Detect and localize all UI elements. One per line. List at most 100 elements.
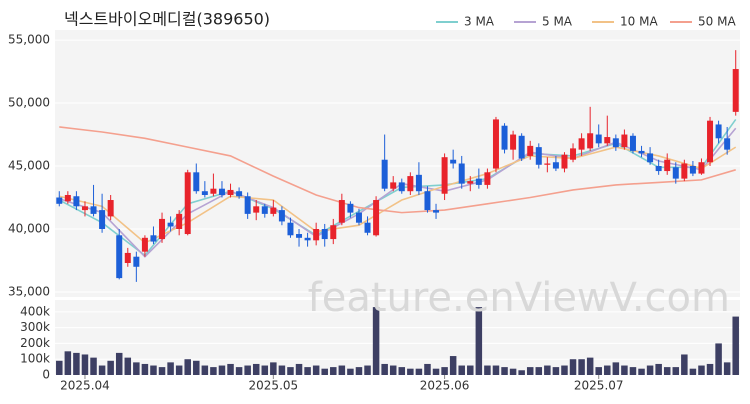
volume-bar (355, 367, 363, 375)
volume-bar (184, 359, 191, 375)
candle-body (595, 134, 602, 144)
candle-body (629, 135, 636, 151)
candle-body (724, 138, 731, 150)
candle-body (176, 213, 183, 229)
volume-bar (689, 368, 697, 375)
candle-body (441, 157, 448, 194)
volume-bar (372, 307, 380, 375)
volume-bar (526, 367, 534, 375)
volume-bar (501, 367, 508, 375)
ma-line (59, 126, 736, 214)
candle-body (330, 225, 337, 240)
candle-body (689, 166, 696, 174)
candle-body (150, 235, 157, 242)
volume-bar (98, 365, 106, 375)
candle-body (364, 222, 371, 233)
candle-body (133, 256, 140, 267)
candle-body (604, 137, 611, 144)
candle-body (407, 176, 414, 192)
candle-body (424, 191, 431, 211)
candle-body (236, 191, 243, 197)
y-tick-label: 0 (42, 368, 50, 382)
volume-bar (218, 365, 226, 375)
volume-bar (552, 367, 560, 375)
candle-body (167, 222, 174, 227)
volume-bar (672, 367, 680, 375)
candle-body (287, 222, 294, 236)
candle-body (116, 235, 123, 279)
legend-label: 10 MA (620, 15, 658, 29)
candle-body (313, 228, 320, 241)
legend-label: 3 MA (464, 15, 495, 29)
volume-bar (227, 363, 234, 375)
volume-bar (150, 365, 157, 375)
y-tick-label: 200k (20, 336, 50, 350)
volume-bar (141, 363, 149, 375)
volume-bar (612, 362, 620, 375)
candle-body (664, 159, 671, 172)
y-tick-label: 45,000 (8, 159, 50, 173)
candle-body (484, 172, 491, 185)
volume-bar (407, 368, 414, 375)
candle-body (655, 166, 662, 172)
volume-bar (398, 367, 406, 375)
volume-bar (535, 367, 543, 375)
x-tick-label: 2025.04 (60, 379, 110, 393)
volume-bar (338, 365, 346, 375)
candle-body (544, 163, 551, 165)
volume-bar (193, 360, 200, 375)
candle-body (390, 182, 397, 189)
volume-bar (681, 354, 688, 375)
candle-body (227, 189, 234, 195)
volume-bar (518, 370, 525, 375)
candle-body (647, 153, 654, 163)
candle-body (64, 194, 71, 202)
price-plot-bg (55, 30, 740, 297)
volume-bar (655, 363, 662, 375)
candle-body (672, 167, 679, 179)
candle-body (90, 206, 97, 214)
volume-bar (167, 362, 174, 375)
candle-body (561, 154, 568, 169)
candle-body (81, 206, 88, 211)
candle-body (612, 138, 619, 148)
volume-bar (270, 362, 277, 375)
candle-body (270, 207, 277, 214)
candle-body (535, 147, 542, 165)
candle-body (681, 163, 688, 179)
candle-body (450, 159, 457, 164)
volume-bar (424, 363, 431, 375)
volume-bar (364, 365, 371, 375)
volume-bar (330, 367, 337, 375)
volume-bar (638, 368, 645, 375)
volume-bar (133, 362, 140, 375)
volume-bar (715, 343, 722, 375)
volume-bar (201, 365, 209, 375)
candle-body (527, 145, 534, 156)
volume-bar (235, 367, 243, 375)
volume-bar (458, 365, 465, 375)
volume-bar (321, 368, 328, 375)
candle-body (715, 124, 722, 139)
volume-bar (73, 352, 80, 375)
volume-bar (295, 363, 303, 375)
candle-body (193, 172, 200, 192)
candle-body (638, 150, 645, 154)
y-tick-label: 55,000 (8, 33, 50, 47)
volume-bar (595, 367, 602, 375)
volume-bar (252, 363, 260, 375)
candle-body (73, 196, 80, 207)
candle-body (518, 135, 525, 159)
volume-bar (449, 356, 457, 375)
y-tick-label: 400k (20, 304, 50, 318)
volume-bar (304, 367, 311, 375)
candle-body (99, 210, 106, 229)
volume-bar (723, 362, 731, 375)
candle-body (218, 188, 225, 195)
candle-body (415, 174, 422, 192)
candle-body (621, 134, 628, 148)
volume-bar (90, 357, 97, 375)
candle-body (304, 237, 311, 241)
